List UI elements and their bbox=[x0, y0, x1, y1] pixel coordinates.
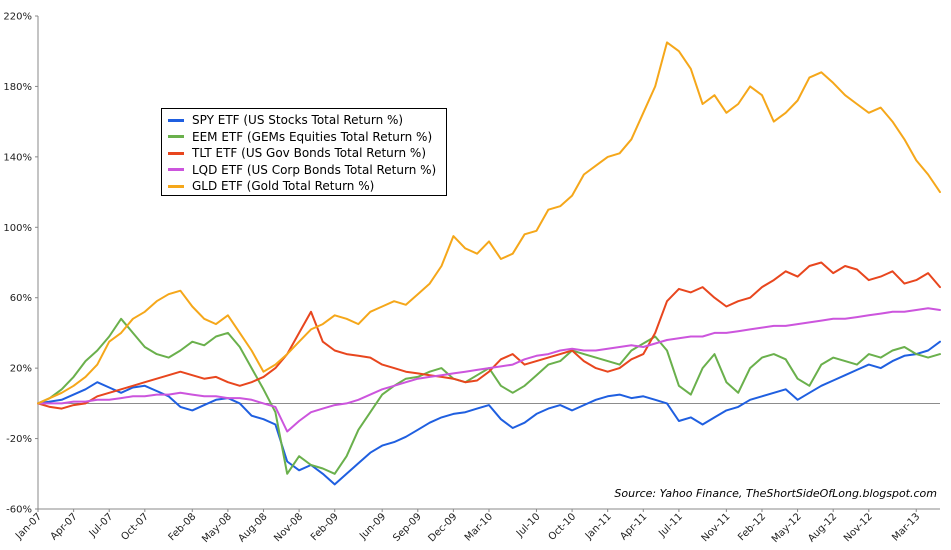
x-tick-label: Jan-07 bbox=[13, 511, 44, 542]
x-tick-label: Apr-11 bbox=[618, 511, 649, 542]
x-tick-label: Jul-07 bbox=[87, 511, 116, 540]
legend-swatch-gld bbox=[168, 184, 184, 188]
x-tick-label: Feb-09 bbox=[309, 511, 341, 543]
y-tick-label: 220% bbox=[3, 12, 32, 23]
series-line-gld bbox=[37, 41, 941, 405]
legend-label-lqd: LQD ETF (US Corp Bonds Total Return %) bbox=[192, 162, 437, 177]
x-tick-label: Mar-10 bbox=[463, 511, 495, 543]
x-tick-label: Jun-09 bbox=[357, 511, 388, 542]
y-tick-label: 20% bbox=[10, 364, 32, 375]
x-tick-label: Nov-08 bbox=[272, 511, 305, 544]
x-tick-label: Aug-12 bbox=[806, 511, 839, 544]
legend-item-spy: SPY ETF (US Stocks Total Return %) bbox=[168, 112, 446, 129]
legend-swatch-tlt bbox=[168, 151, 184, 155]
legend-swatch-eem bbox=[168, 135, 184, 139]
legend-item-tlt: TLT ETF (US Gov Bonds Total Return %) bbox=[168, 145, 446, 162]
x-tick-label: Aug-08 bbox=[236, 511, 269, 544]
series-line-lqd bbox=[37, 307, 941, 433]
x-tick-label: Oct-07 bbox=[119, 511, 151, 543]
series-lines bbox=[37, 41, 941, 486]
legend: SPY ETF (US Stocks Total Return %) EEM E… bbox=[161, 108, 447, 196]
series-line-spy bbox=[37, 340, 941, 486]
x-tick-label: Jan-11 bbox=[583, 511, 614, 542]
axes: -60%-20%20%60%100%140%180%220%Jan-07 Apr-… bbox=[3, 12, 940, 545]
legend-item-lqd: LQD ETF (US Corp Bonds Total Return %) bbox=[168, 162, 446, 179]
x-tick-label: Feb-08 bbox=[167, 511, 199, 543]
y-tick-label: -60% bbox=[6, 505, 32, 516]
y-tick-label: 140% bbox=[3, 152, 32, 163]
legend-label-tlt: TLT ETF (US Gov Bonds Total Return %) bbox=[192, 146, 427, 161]
x-tick-label: Sep-09 bbox=[391, 511, 424, 544]
x-tick-label: Nov-12 bbox=[842, 511, 875, 544]
x-tick-label: Nov-11 bbox=[700, 511, 733, 544]
x-tick-label: Jul-10 bbox=[514, 511, 543, 540]
legend-swatch-lqd bbox=[168, 168, 184, 172]
source-note: Source: Yahoo Finance, TheShortSideOfLon… bbox=[614, 487, 937, 500]
y-tick-label: 60% bbox=[10, 293, 32, 304]
y-tick-label: 180% bbox=[3, 82, 32, 93]
legend-item-gld: GLD ETF (Gold Total Return %) bbox=[168, 178, 446, 195]
x-tick-label: Apr-07 bbox=[49, 511, 80, 542]
legend-item-eem: EEM ETF (GEMs Equities Total Return %) bbox=[168, 129, 446, 146]
legend-label-gld: GLD ETF (Gold Total Return %) bbox=[192, 179, 375, 194]
x-tick-label: Mar-13 bbox=[890, 511, 922, 543]
x-tick-label: Feb-12 bbox=[736, 511, 768, 543]
series-line-tlt bbox=[37, 261, 941, 410]
legend-swatch-spy bbox=[168, 118, 184, 122]
y-tick-label: -20% bbox=[6, 434, 32, 445]
x-tick-label: Oct-10 bbox=[547, 511, 579, 543]
x-tick-label: May-08 bbox=[200, 511, 234, 545]
legend-label-eem: EEM ETF (GEMs Equities Total Return %) bbox=[192, 129, 433, 144]
x-tick-label: Dec-09 bbox=[427, 511, 460, 544]
x-tick-label: May-12 bbox=[770, 511, 804, 545]
x-tick-label: Jul-11 bbox=[656, 511, 685, 540]
legend-label-spy: SPY ETF (US Stocks Total Return %) bbox=[192, 113, 404, 128]
y-tick-label: 100% bbox=[3, 223, 32, 234]
